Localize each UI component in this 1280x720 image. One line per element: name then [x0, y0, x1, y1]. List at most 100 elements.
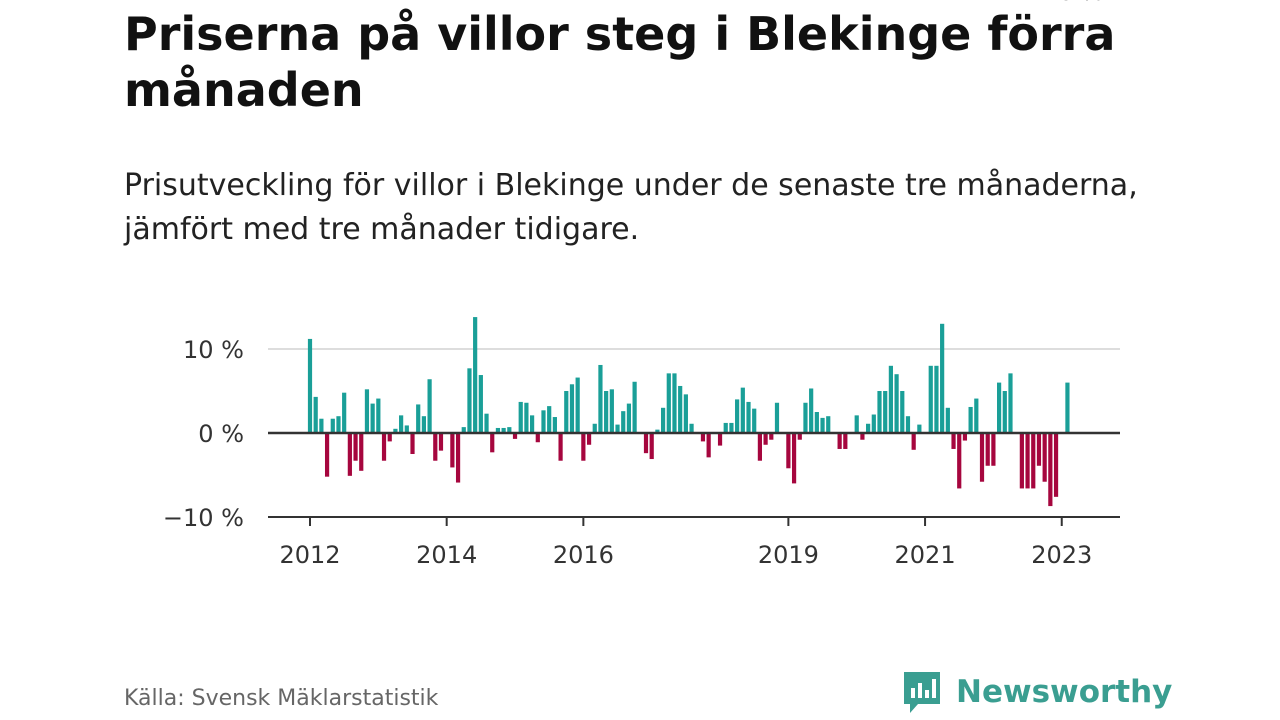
- bar: [530, 415, 535, 433]
- bar: [495, 427, 501, 433]
- bar: [968, 406, 973, 433]
- bar: [347, 433, 352, 476]
- bar: [888, 365, 893, 433]
- bar: [797, 433, 802, 440]
- bar: [951, 433, 956, 449]
- bar: [381, 433, 387, 461]
- bar: [757, 433, 762, 461]
- bar: [866, 423, 871, 433]
- bar: [774, 402, 780, 433]
- bar: [410, 433, 415, 454]
- bar-chart-speech-bubble-icon: [904, 672, 940, 713]
- bar: [985, 433, 990, 466]
- bar: [962, 433, 968, 441]
- bar: [763, 433, 768, 445]
- source-note: Källa: Svensk Mäklarstatistik: [124, 686, 439, 711]
- x-tick-label: 2012: [279, 541, 340, 569]
- bar: [313, 396, 318, 433]
- y-tick-label: −10 %: [163, 504, 244, 532]
- bar: [860, 433, 865, 440]
- bar: [786, 433, 791, 469]
- bar: [769, 433, 774, 440]
- brand-name: Newsworthy: [956, 674, 1173, 710]
- bar: [643, 433, 649, 454]
- bar: [558, 433, 563, 461]
- bar: [512, 433, 518, 439]
- y-tick-label: 10 %: [183, 336, 244, 364]
- bar: [541, 410, 546, 433]
- bar: [1048, 433, 1053, 507]
- bar: [575, 377, 580, 433]
- bar: [455, 433, 461, 483]
- bar: [609, 389, 614, 433]
- bar: [678, 385, 683, 433]
- x-tick-label: 2014: [416, 541, 477, 569]
- bar: [723, 422, 728, 433]
- bar: [974, 398, 979, 433]
- bar: [450, 433, 455, 468]
- latest-value-label: 6 %: [1058, 0, 1104, 6]
- bar: [626, 403, 632, 433]
- bar: [359, 433, 364, 471]
- chart-title: Priserna på villor steg i Blekinge förra…: [124, 7, 1116, 117]
- bar: [883, 391, 888, 433]
- bar: [717, 433, 723, 446]
- bar: [934, 365, 939, 433]
- axes: [268, 431, 1120, 518]
- bar: [524, 402, 529, 433]
- bar: [997, 382, 1002, 433]
- x-tick-label: 2021: [895, 541, 956, 569]
- bar: [586, 433, 592, 445]
- bar: [791, 433, 797, 484]
- y-tick-label: 0 %: [198, 420, 244, 448]
- bar: [979, 433, 985, 482]
- bar: [877, 391, 882, 433]
- bar: [490, 433, 495, 453]
- bar: [518, 401, 523, 433]
- bar: [307, 338, 313, 433]
- bar: [991, 433, 996, 466]
- bar: [905, 416, 911, 433]
- bar: [809, 388, 814, 433]
- bar: [501, 427, 506, 433]
- bar: [911, 433, 916, 450]
- bar: [404, 425, 409, 433]
- bar: [421, 416, 426, 433]
- bar: [604, 391, 609, 433]
- bar: [700, 433, 706, 442]
- x-tick-label: 2019: [758, 541, 819, 569]
- bar: [660, 407, 666, 433]
- bars: [307, 317, 1070, 507]
- bar: [507, 427, 512, 433]
- y-axis-ticks: 10 % 0 % −10 %: [163, 336, 244, 532]
- bar: [427, 379, 432, 433]
- bar: [917, 424, 922, 433]
- bar: [746, 401, 751, 433]
- bar: [319, 418, 324, 433]
- annotations: 6 %: [1058, 0, 1104, 6]
- bar: [655, 429, 660, 433]
- bar: [666, 373, 671, 433]
- bar: [336, 416, 341, 433]
- bar: [735, 399, 740, 433]
- bar: [729, 422, 734, 433]
- brand-logo[interactable]: Newsworthy: [902, 670, 1172, 714]
- bar: [706, 433, 711, 458]
- bar: [393, 428, 398, 433]
- bar: [364, 389, 370, 433]
- bar: [376, 398, 381, 433]
- x-tick-label: 2016: [553, 541, 614, 569]
- x-tick-label: 2023: [1031, 541, 1092, 569]
- bar: [928, 365, 933, 433]
- bar: [672, 373, 677, 433]
- bar: [1053, 433, 1059, 497]
- bar: [330, 418, 335, 433]
- bar: [1042, 433, 1047, 482]
- bar: [649, 433, 654, 460]
- bar: [1031, 433, 1036, 489]
- bar: [478, 375, 483, 433]
- bar: [581, 433, 586, 461]
- bar: [416, 404, 421, 433]
- bar: [894, 374, 899, 433]
